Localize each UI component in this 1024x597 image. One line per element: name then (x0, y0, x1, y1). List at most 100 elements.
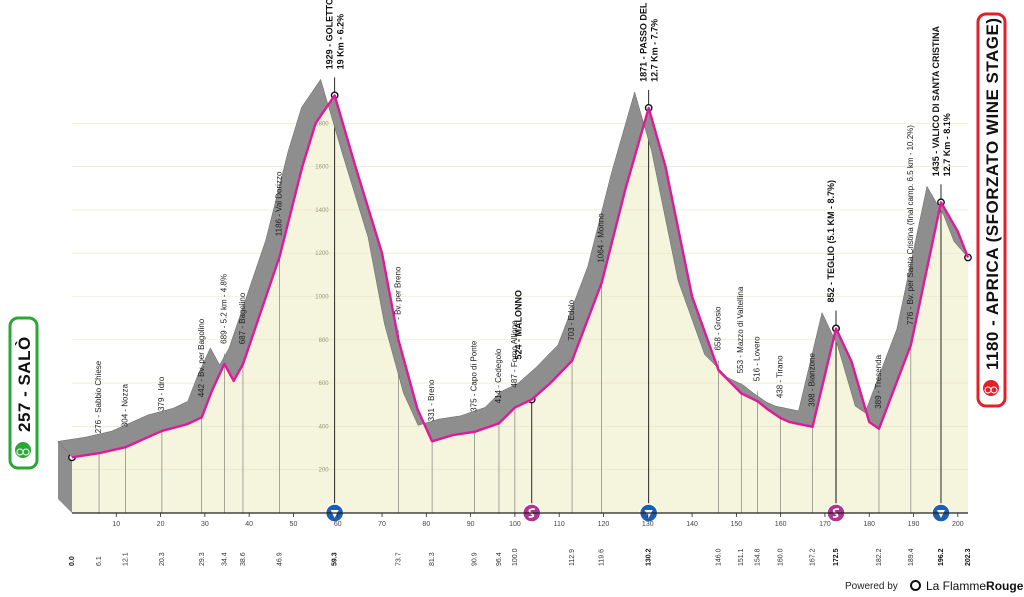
waypoint-distance-label: 100.0 (512, 548, 519, 566)
altitude-tick-label: 800 (319, 338, 330, 344)
waypoint-distance-label: 160.0 (778, 548, 785, 566)
waypoint-distance-label: 167.2 (810, 548, 817, 566)
waypoint-distance-label: 29.3 (199, 552, 206, 566)
start-distance-label: 0.0 (69, 556, 76, 566)
finish-bike-glyph (984, 386, 998, 394)
waypoint-label: 398 - Bianzone (808, 352, 817, 406)
waypoint-distance-label: 12.1 (123, 552, 130, 566)
waypoint-distance-label: 146.0 (716, 548, 723, 566)
altitude-tick-label: 600 (319, 381, 330, 387)
profile-area (57, 78, 970, 459)
distance-tick-label: 130 (642, 521, 654, 528)
waypoint-labels: 0.0 202.3 6.1 276 - Sabbio Chiese 12.1 304 - … (69, 0, 972, 566)
waypoint-label: 304 - Nozza (121, 384, 130, 428)
distance-tick-label: 100 (509, 521, 521, 528)
waypoint-label: 375 - Capo di Ponte (470, 340, 479, 412)
climb-detail-label: 12.7 Km - 7.7% (650, 19, 660, 82)
waypoint-label: 1186 - Val Dorizzo (275, 171, 284, 236)
altitude-tick-label: 1200 (315, 251, 329, 257)
distance-tick-label: 160 (775, 521, 787, 528)
climb-label: 1435 - VALICO DI SANTA CRISTINA (931, 25, 941, 176)
distance-tick-label: 10 (112, 521, 120, 528)
climb-marker-glyph (330, 510, 339, 518)
finish-distance-label: 202.3 (965, 548, 972, 566)
waypoint-label: 414 - Cedegolo (494, 348, 503, 403)
waypoint-distance-label: 38.6 (240, 552, 247, 566)
brand-name-a: La Flamme (926, 579, 987, 593)
finish-badge (976, 12, 1007, 408)
waypoint-distance-label: 34.4 (221, 552, 228, 566)
distance-tick-label: 110 (554, 521, 565, 528)
altitude-grid: 200 400 600 800 1000 1200 1400 1600 1800 (72, 121, 968, 474)
profile-base (58, 95, 968, 514)
altitude-tick-label: 1000 (315, 295, 329, 301)
climb-distance-label: 130.2 (646, 548, 653, 566)
waypoint-label: 689 - 5.2 km - 4.8% (219, 274, 228, 344)
waypoint-distance-label: 112.9 (569, 549, 576, 566)
waypoint-distance-label: 73.7 (395, 552, 402, 566)
altitude-tick-label: 1800 (315, 121, 329, 127)
waypoint-label: 379 - Idro (157, 376, 166, 411)
distance-tick-label: 170 (819, 521, 831, 528)
profile-fill (72, 95, 968, 514)
distance-tick-label: 40 (245, 521, 253, 528)
waypoint-label: 516 - Lovero (753, 336, 762, 381)
brand-name: La FlammeRouge (926, 579, 1023, 593)
distance-tick-label: 180 (863, 521, 875, 528)
distance-tick-label: 50 (290, 521, 298, 528)
finish-city-label: 1180 - APRICA (SFORZATO WINE STAGE) (983, 18, 1002, 371)
waypoint-label: 438 - Tirano (776, 355, 785, 398)
distance-tick-label: 20 (157, 521, 165, 528)
altitude-tick-label: 1400 (315, 208, 329, 214)
distance-tick-label: 60 (334, 521, 342, 528)
altitude-tick-label: 200 (319, 468, 330, 474)
waypoint-distance-label: 90.9 (472, 552, 479, 566)
waypoint-label: 276 - Sabbio Chiese (94, 360, 103, 433)
waypoint-distance-label: 46.9 (277, 552, 284, 566)
waypoint-label: 776 - Bv. per Santa Cristina (final camp… (906, 125, 915, 325)
climb-distance-label: 172.5 (833, 548, 840, 566)
profile-line (71, 94, 970, 459)
distance-tick-label: 30 (201, 521, 209, 528)
distance-tick-label: 80 (422, 521, 430, 528)
waypoint-label: 658 - Grosio (714, 306, 723, 351)
climb-distance-label: 196.2 (938, 548, 945, 566)
waypoint-label: 389 - Tresenda (874, 354, 883, 408)
profile-left-panel (58, 441, 72, 513)
waypoint-label: 1064 - Monno (597, 213, 606, 263)
start-finish-badges: 257 - SALÒ 1180 - APRICA (SFORZATO WINE S… (8, 12, 1007, 470)
altitude-tick-label: 400 (319, 424, 330, 430)
waypoint-label: 442 - Bv. per Bagolino (197, 318, 206, 397)
waypoint-label: 687 - Bagolino (238, 292, 247, 344)
waypoint-distance-label: 6.1 (96, 556, 103, 566)
distance-tick-label: 90 (467, 521, 475, 528)
waypoint-label: 553 - Mazzo di Valtellina (736, 286, 745, 373)
distance-tick-label: 190 (908, 521, 920, 528)
climb-label: 1871 - PASSO DEL MORTIROLO (639, 0, 649, 82)
distance-tick-label: 150 (731, 521, 743, 528)
distance-tick-label: 200 (952, 521, 964, 528)
waypoint-distance-label: 151.1 (738, 548, 745, 566)
waypoint-distance-label: 189.4 (908, 548, 915, 566)
start-city-label: 257 - SALÒ (15, 336, 34, 432)
waypoint-label: 331 - Breno (427, 379, 436, 421)
waypoint-distance-label: 20.3 (159, 552, 166, 566)
powered-by-text: Powered by (845, 581, 898, 592)
flame-rouge-logo-icon (910, 580, 921, 591)
climb-detail-label: 19 Km - 6.2% (336, 14, 346, 70)
start-bike-glyph (16, 448, 30, 456)
climb-label: 1929 - GOLETTO DI CADINO (325, 0, 335, 69)
climb-label: 852 - TEGLIO (5.1 KM - 8.7%) (826, 180, 836, 303)
distance-tick-label: 140 (686, 521, 698, 528)
waypoint-distance-label: 119.6 (599, 549, 606, 566)
distance-tick-label: 120 (598, 521, 610, 528)
sprint-label: 524 - MALONNO (514, 290, 524, 360)
distance-axis: 10 20 30 40 50 60 70 80 90 100 110 120 130 140 150 160 1… (72, 512, 968, 528)
waypoint-distance-label: 182.2 (876, 548, 883, 566)
brand-name-b: Rouge (986, 579, 1024, 593)
climb-distance-label: 59.3 (332, 552, 339, 566)
waypoint-label: - Bv. per Breno (393, 266, 402, 320)
waypoint-label: 703 - Edolo (567, 299, 576, 340)
waypoint-distance-label: 96.4 (496, 552, 503, 566)
